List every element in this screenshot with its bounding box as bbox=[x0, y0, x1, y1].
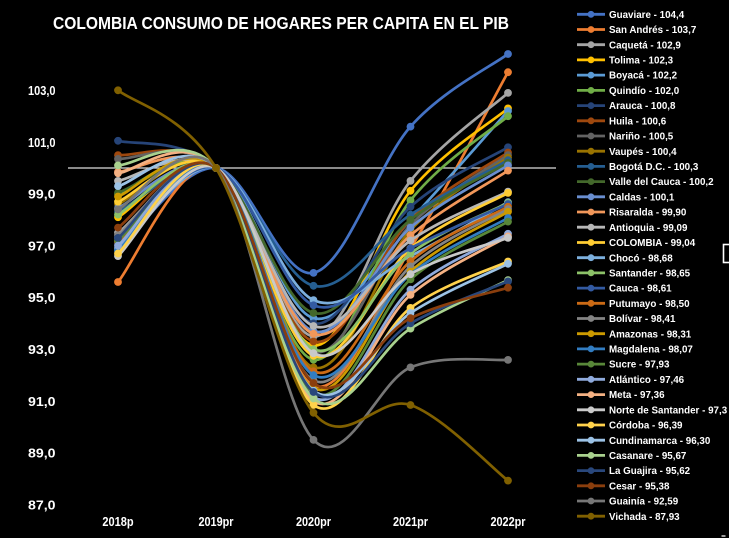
svg-text:Santander - 98,65: Santander - 98,65 bbox=[609, 269, 691, 280]
svg-text:2019pr: 2019pr bbox=[198, 514, 233, 529]
svg-text:Casanare - 95,67: Casanare - 95,67 bbox=[609, 451, 687, 462]
svg-text:97,0: 97,0 bbox=[28, 238, 56, 253]
svg-text:Vaupés - 100,4: Vaupés - 100,4 bbox=[609, 147, 677, 158]
svg-text:COLOMBIA CONSUMO DE HOGARES PE: COLOMBIA CONSUMO DE HOGARES PER CAPITA E… bbox=[53, 13, 509, 33]
svg-text:COLOMBIA - 99,04: COLOMBIA - 99,04 bbox=[609, 238, 696, 249]
svg-text:Magdalena - 98,07: Magdalena - 98,07 bbox=[609, 345, 693, 356]
svg-text:San Andrés - 103,7: San Andrés - 103,7 bbox=[609, 25, 697, 36]
svg-text:Vichada - 87,93: Vichada - 87,93 bbox=[609, 512, 680, 523]
svg-text:Risaralda - 99,90: Risaralda - 99,90 bbox=[609, 208, 687, 219]
svg-text:Antioquia - 99,09: Antioquia - 99,09 bbox=[609, 223, 688, 234]
svg-text:101,0: 101,0 bbox=[28, 135, 56, 150]
svg-text:2021pr: 2021pr bbox=[393, 514, 428, 529]
svg-text:Meta - 97,36: Meta - 97,36 bbox=[609, 390, 665, 401]
svg-text:Caquetá - 102,9: Caquetá - 102,9 bbox=[609, 40, 681, 51]
svg-text:Guainía - 92,59: Guainía - 92,59 bbox=[609, 497, 679, 508]
svg-text:2018p: 2018p bbox=[102, 514, 133, 529]
svg-text:La Guajira - 95,62: La Guajira - 95,62 bbox=[609, 466, 691, 477]
svg-text:Tolima - 102,3: Tolima - 102,3 bbox=[609, 56, 674, 67]
svg-text:Bogotá D.C. - 100,3: Bogotá D.C. - 100,3 bbox=[609, 162, 699, 173]
svg-text:Boyacá - 102,2: Boyacá - 102,2 bbox=[609, 71, 678, 82]
svg-text:93,0: 93,0 bbox=[28, 342, 56, 357]
svg-text:Huila - 100,6: Huila - 100,6 bbox=[609, 116, 667, 127]
svg-text:Chocó - 98,68: Chocó - 98,68 bbox=[609, 253, 673, 264]
svg-text:99,0: 99,0 bbox=[28, 187, 56, 202]
svg-text:Cundinamarca - 96,30: Cundinamarca - 96,30 bbox=[609, 436, 711, 447]
svg-text:Sucre - 97,93: Sucre - 97,93 bbox=[609, 360, 670, 371]
svg-text:Valle del Cauca - 100,2: Valle del Cauca - 100,2 bbox=[609, 177, 714, 188]
svg-text:2022pr: 2022pr bbox=[490, 514, 525, 529]
svg-text:Norte de Santander - 97,3: Norte de Santander - 97,3 bbox=[609, 405, 728, 416]
svg-text:Caldas - 100,1: Caldas - 100,1 bbox=[609, 192, 675, 203]
svg-text:103,0: 103,0 bbox=[28, 83, 56, 98]
svg-text:Putumayo - 98,50: Putumayo - 98,50 bbox=[609, 299, 690, 310]
svg-text:Guaviare - 104,4: Guaviare - 104,4 bbox=[609, 10, 685, 21]
svg-text:Cesar - 95,38: Cesar - 95,38 bbox=[609, 481, 670, 492]
svg-text:2020pr: 2020pr bbox=[296, 514, 331, 529]
svg-text:Cauca - 98,61: Cauca - 98,61 bbox=[609, 284, 672, 295]
svg-text:87,0: 87,0 bbox=[28, 497, 56, 512]
svg-text:Quindío - 102,0: Quindío - 102,0 bbox=[609, 86, 680, 97]
svg-text:Arauca - 100,8: Arauca - 100,8 bbox=[609, 101, 676, 112]
svg-text:Bolívar - 98,41: Bolívar - 98,41 bbox=[609, 314, 676, 325]
svg-text:Nariño - 100,5: Nariño - 100,5 bbox=[609, 132, 674, 143]
svg-text:95,0: 95,0 bbox=[28, 290, 56, 305]
svg-text:Atlántico - 97,46: Atlántico - 97,46 bbox=[609, 375, 685, 386]
svg-text:89,0: 89,0 bbox=[28, 446, 56, 461]
svg-text:Amazonas - 98,31: Amazonas - 98,31 bbox=[609, 329, 692, 340]
svg-text:91,0: 91,0 bbox=[28, 394, 56, 409]
svg-text:Córdoba - 96,39: Córdoba - 96,39 bbox=[609, 421, 683, 432]
